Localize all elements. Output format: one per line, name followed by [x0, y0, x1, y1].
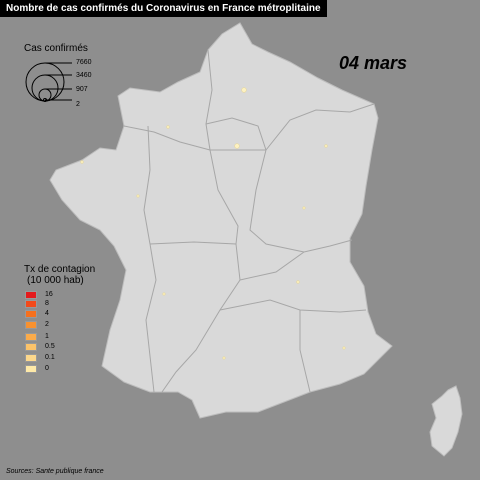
- rate-legend-item: 1: [25, 333, 85, 342]
- source-note: Sources: Sante publique france: [6, 468, 104, 475]
- case-symbols: [80, 87, 346, 360]
- date-label: 04 mars: [339, 53, 408, 73]
- rate-swatch: [25, 310, 37, 318]
- case-symbol-grand-est: [324, 144, 328, 148]
- case-symbol-nouvelle-aquitaine: [162, 292, 166, 296]
- corsica-shape: [429, 385, 463, 457]
- rate-legend-item: 2: [25, 321, 85, 330]
- rate-legend-item: 0: [25, 365, 85, 374]
- rate-swatch: [25, 365, 37, 373]
- rate-label: 2: [45, 321, 49, 328]
- case-symbol-auvergne-rhone-alpes: [296, 280, 300, 284]
- case-symbol-bretagne: [80, 160, 84, 164]
- region-borders: [123, 49, 375, 393]
- rate-swatch: [25, 343, 37, 351]
- rate-label: 0.5: [45, 343, 55, 350]
- size-legend-label-3460: 3460: [76, 72, 92, 79]
- rate-label: 1: [45, 333, 49, 340]
- rate-swatch: [25, 354, 37, 362]
- rate-swatch: [25, 333, 37, 341]
- size-legend-label-2: 2: [76, 101, 80, 108]
- rate-label: 0.1: [45, 354, 55, 361]
- size-circle-907: [38, 88, 52, 102]
- case-symbol-pays-de-la-loire: [136, 194, 140, 198]
- case-symbol-ile-de-france: [234, 143, 240, 149]
- size-legend-label-907: 907: [76, 86, 88, 93]
- rate-label: 16: [45, 291, 53, 298]
- case-symbol-bourgogne: [302, 206, 306, 210]
- case-symbol-hauts-de-france: [241, 87, 247, 93]
- rate-legend-item: 0.5: [25, 343, 85, 352]
- rate-label: 4: [45, 310, 49, 317]
- size-circle-7660: [25, 62, 65, 102]
- size-legend-circles: [25, 62, 72, 102]
- size-legend-label-7660: 7660: [76, 59, 92, 66]
- case-symbol-provence: [342, 346, 346, 350]
- case-symbol-normandie: [166, 125, 170, 129]
- rate-swatch: [25, 321, 37, 329]
- rate-swatch: [25, 291, 37, 299]
- rate-swatch: [25, 300, 37, 308]
- rate-legend-subtitle: (10 000 hab): [27, 275, 84, 286]
- rate-legend-item: 16: [25, 291, 85, 300]
- size-circle-3460: [31, 74, 59, 102]
- rate-legend-item: 8: [25, 300, 85, 309]
- rate-legend-title: Tx de contagion: [24, 264, 96, 275]
- size-legend-title: Cas confirmés: [24, 43, 88, 54]
- map-title: Nombre de cas confirmés du Coronavirus e…: [0, 0, 327, 17]
- case-symbol-occitanie: [222, 356, 226, 360]
- rate-legend-item: 4: [25, 310, 85, 319]
- rate-label: 0: [45, 365, 49, 372]
- rate-label: 8: [45, 300, 49, 307]
- rate-legend-item: 0.1: [25, 354, 85, 363]
- mainland-france-shape: [49, 22, 393, 419]
